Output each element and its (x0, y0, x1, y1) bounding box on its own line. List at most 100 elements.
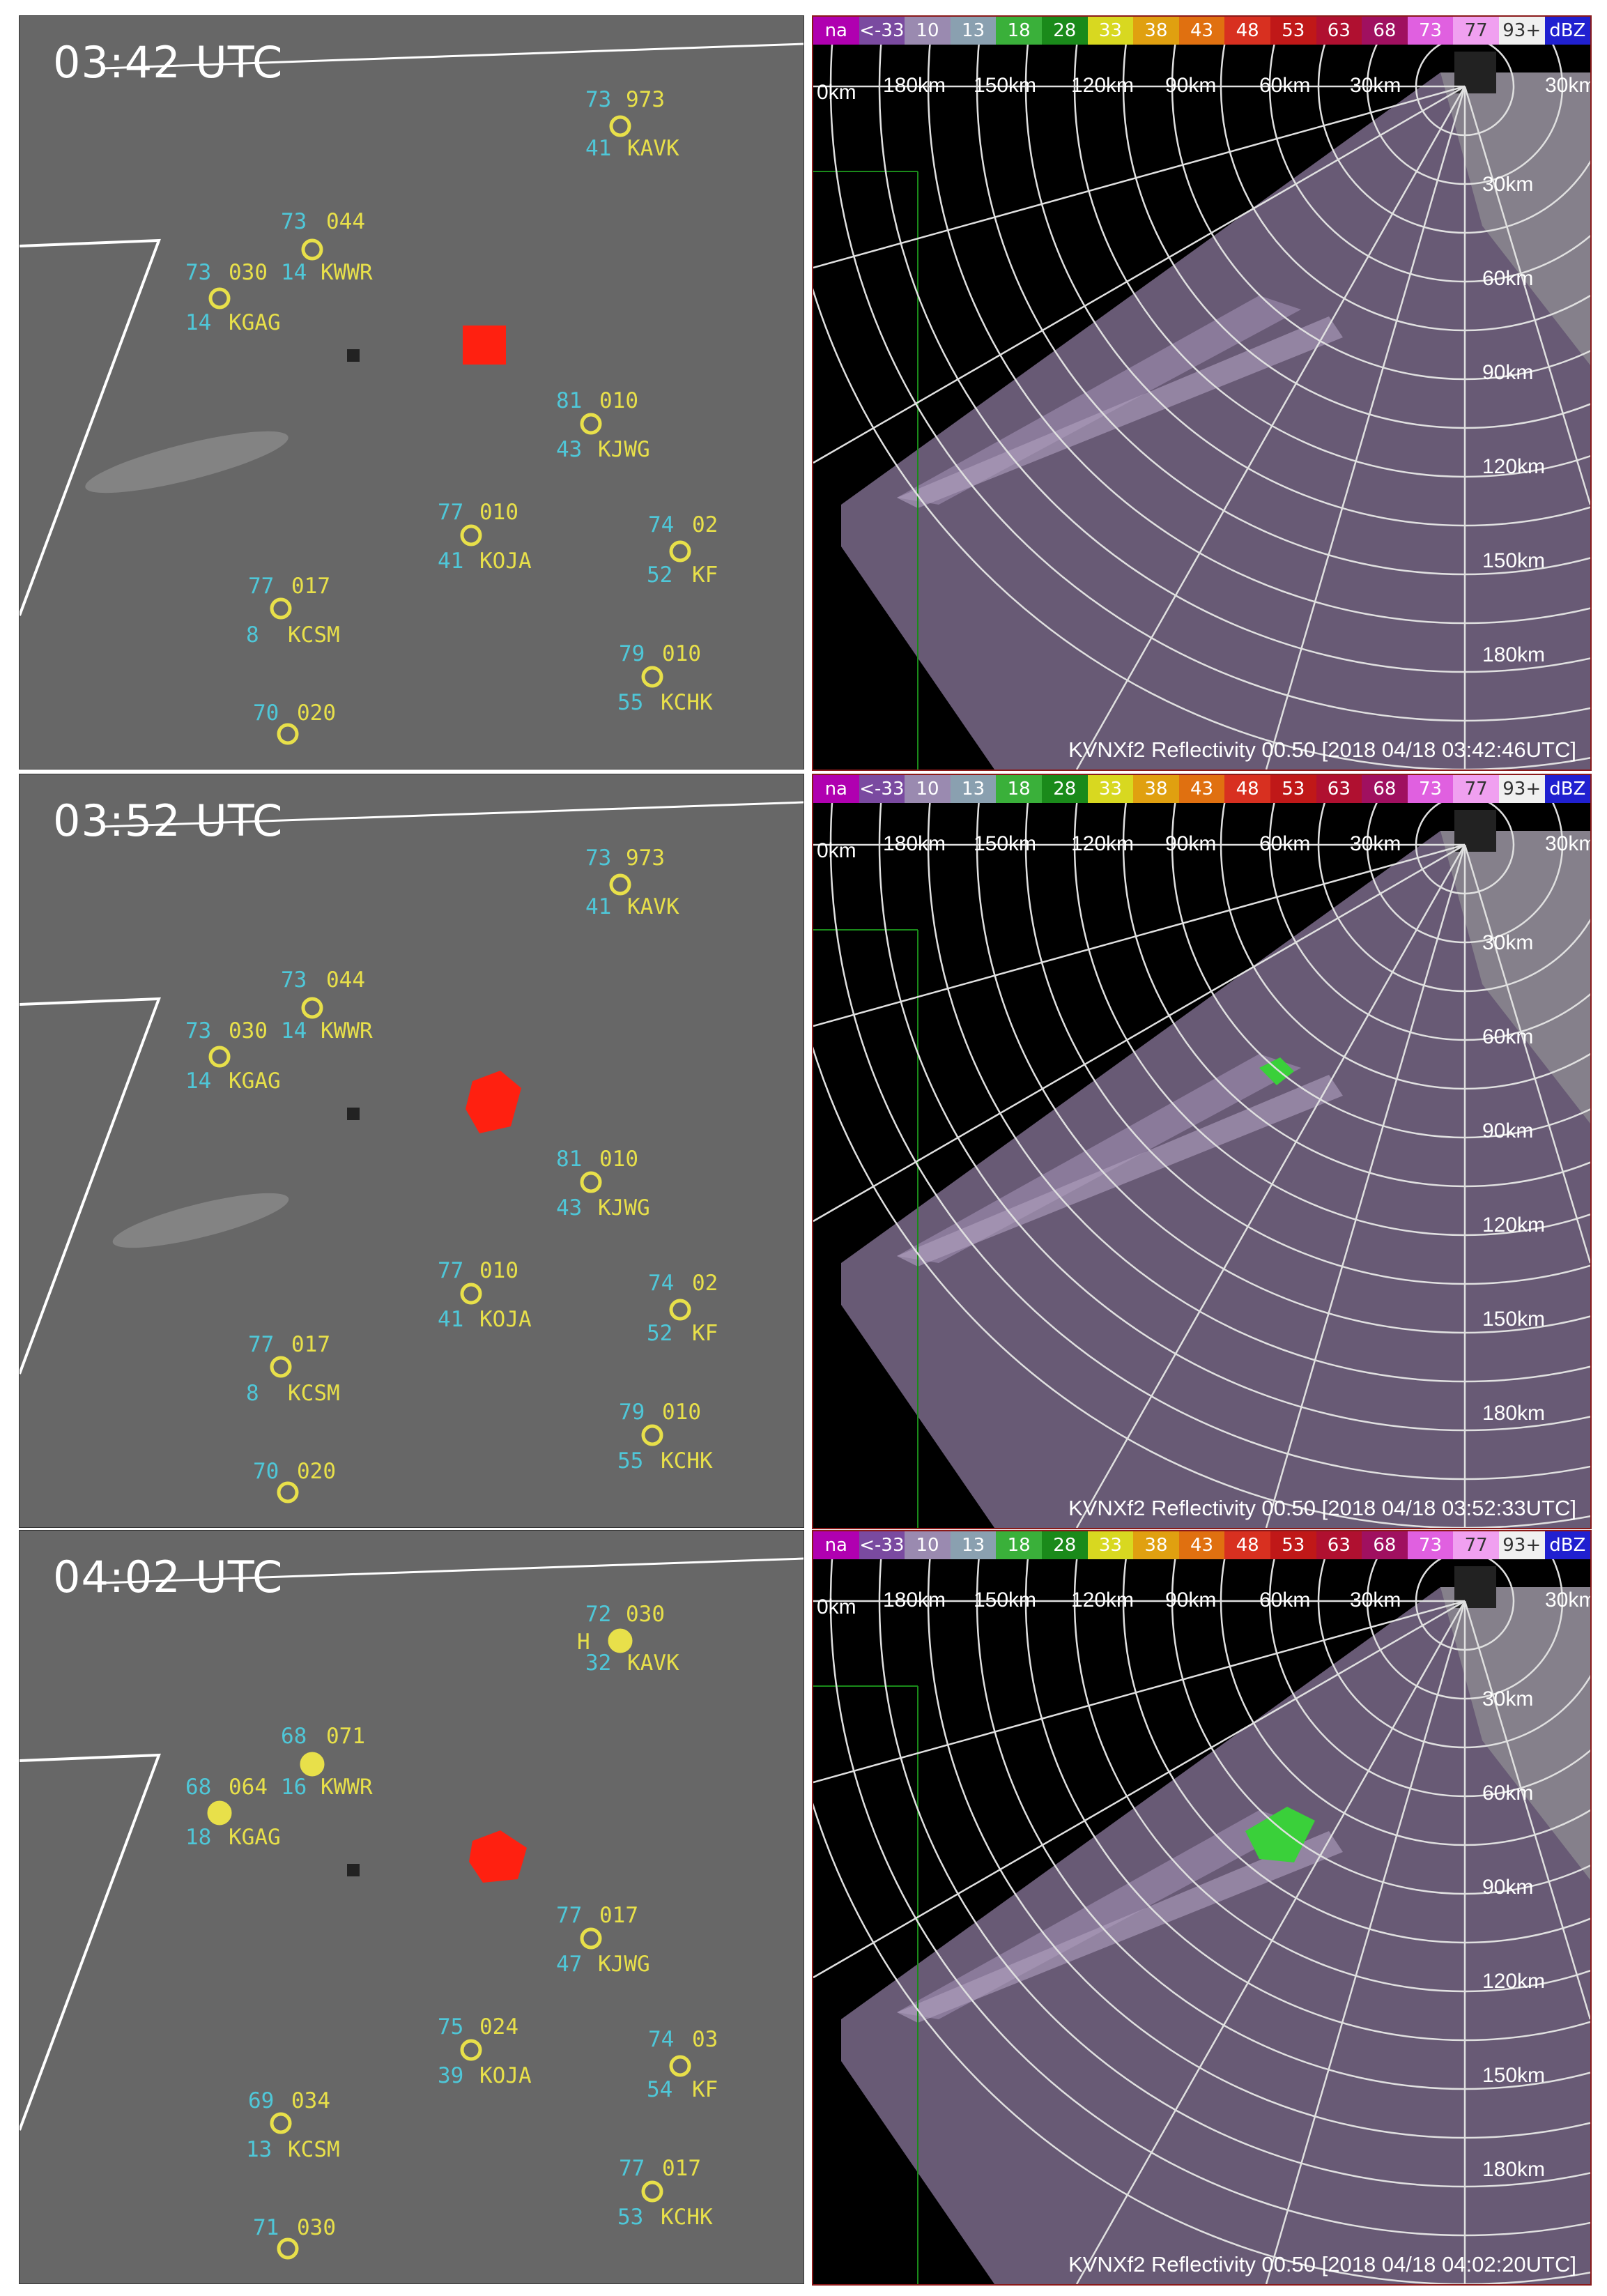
svg-text:150km: 150km (974, 74, 1036, 97)
station-marker-kwwr: 73 044 14 KWWR (281, 209, 373, 285)
svg-text:30km: 30km (1545, 832, 1590, 855)
colorbar-cell: 77 (1453, 1531, 1499, 1559)
station-marker-kcsm: 77 017 8 KCSM (246, 1332, 340, 1406)
svg-text:180km: 180km (883, 832, 946, 855)
svg-text:KWWR: KWWR (321, 260, 373, 285)
station-marker-kavk: 73 973 41 KAVK (585, 845, 679, 919)
satellite-image-panel-1: 73 973 41 KAVK 73 044 14 KWWR 73 030 14 KGAG 81 01… (19, 15, 804, 770)
svg-text:41: 41 (585, 136, 611, 161)
svg-text:30km: 30km (1482, 931, 1533, 954)
radar-svg-1: 0km 180km 150km 120km 90km 60km 30km 30k… (813, 17, 1590, 770)
svg-text:044: 044 (326, 967, 365, 993)
svg-text:180km: 180km (1482, 2158, 1545, 2181)
station-marker-khbr: 71 030 (253, 2215, 336, 2260)
station-marker-koja: 77 010 41 KOJA (438, 500, 532, 574)
colorbar-cell: na (813, 1531, 859, 1559)
svg-text:39: 39 (438, 2063, 463, 2088)
svg-text:73: 73 (281, 967, 307, 993)
svg-text:73: 73 (185, 260, 211, 285)
colorbar-cell: 48 (1224, 775, 1270, 803)
svg-text:030: 030 (229, 1018, 268, 1043)
svg-text:53: 53 (617, 2205, 643, 2230)
colorbar-cell: <-33 (859, 1531, 905, 1559)
satellite-svg-3: 72 030 H32 KAVK 68 071 16 KWWR 68 064 18 KGAG 77 0… (20, 1531, 804, 2283)
station-marker-kgag: 73 030 14 KGAG (185, 1018, 281, 1094)
svg-text:150km: 150km (974, 832, 1036, 855)
station-marker-koja: 75 024 39 KOJA (438, 2014, 532, 2088)
svg-text:KF: KF (692, 1321, 718, 1346)
svg-text:010: 010 (662, 1400, 701, 1425)
reflectivity-color-scale: na <-33 10 13 18 28 33 38 43 48 53 63 68… (813, 17, 1590, 45)
colorbar-cell: 68 (1362, 775, 1408, 803)
svg-text:14: 14 (185, 1069, 211, 1094)
svg-text:77: 77 (438, 500, 463, 525)
radar-svg-2: 0km 180km 150km 120km 90km 60km 30km 30k… (813, 775, 1590, 1528)
station-marker-kavk: 73 973 41 KAVK (585, 87, 679, 161)
satellite-svg-2: 73 973 41 KAVK 73 044 14 KWWR 73 030 14 KGAG 81 01… (20, 774, 804, 1527)
colorbar-cell: 43 (1178, 1531, 1225, 1559)
svg-text:14: 14 (281, 1018, 307, 1043)
colorbar-cell: 13 (950, 775, 997, 803)
svg-text:KOJA: KOJA (479, 549, 532, 574)
svg-text:68: 68 (185, 1775, 211, 1800)
colorbar-cell: 73 (1407, 775, 1454, 803)
svg-text:77: 77 (248, 1332, 274, 1357)
svg-text:30km: 30km (1350, 832, 1401, 855)
colorbar-cell: 33 (1087, 17, 1134, 45)
panel-row-3: 72 030 H 32 KAVK 68 071 16 KWWR 68 064 18 KGAG 77 0… (0, 1530, 1607, 2286)
station-marker-kjwg: 81 010 43 KJWG (556, 1147, 650, 1220)
svg-text:81: 81 (556, 388, 582, 413)
svg-text:30km: 30km (1482, 1687, 1533, 1710)
svg-text:55: 55 (617, 1448, 643, 1474)
svg-text:KAVK: KAVK (627, 136, 679, 161)
svg-text:30km: 30km (1350, 74, 1401, 97)
station-marker-kgag: 68 064 18 KGAG (185, 1775, 281, 1850)
colorbar-cell: 33 (1087, 775, 1134, 803)
svg-text:150km: 150km (1482, 2064, 1545, 2087)
svg-text:60km: 60km (1259, 74, 1310, 97)
satellite-image-panel-2: 73 973 41 KAVK 73 044 14 KWWR 73 030 14 KGAG 81 01… (19, 774, 804, 1528)
svg-text:KCSM: KCSM (288, 1381, 340, 1406)
svg-text:180km: 180km (883, 74, 946, 97)
colorbar-cell: 13 (950, 17, 997, 45)
colorbar-cell: 38 (1133, 17, 1179, 45)
colorbar-cell: 53 (1270, 775, 1316, 803)
svg-text:13: 13 (246, 2137, 272, 2162)
svg-text:120km: 120km (1482, 1214, 1545, 1237)
svg-text:034: 034 (291, 2088, 330, 2113)
colorbar-cell: 28 (1041, 17, 1088, 45)
satellite-image-panel-3: 72 030 H 32 KAVK 68 071 16 KWWR 68 064 18 KGAG 77 0… (19, 1530, 804, 2284)
svg-text:010: 010 (599, 388, 638, 413)
svg-text:020: 020 (297, 701, 336, 726)
svg-text:90km: 90km (1165, 832, 1216, 855)
station-marker-kchk: 79 010 55 KCHK (617, 641, 713, 715)
reflectivity-color-scale: na <-33 10 13 18 28 33 38 43 48 53 63 68… (813, 1531, 1590, 1559)
colorbar-cell: 38 (1133, 1531, 1179, 1559)
radar-caption: KVNXf2 Reflectivity 00.50 [2018 04/18 03… (1068, 1496, 1576, 1520)
svg-text:180km: 180km (1482, 1402, 1545, 1425)
colorbar-cell: 93+ (1498, 1531, 1545, 1559)
station-marker-kcsm: 69 034 13 KCSM (246, 2088, 340, 2162)
colorbar-cell: 10 (905, 1531, 951, 1559)
colorbar-cell: 53 (1270, 1531, 1316, 1559)
radar-image-panel-1: 0km 180km 150km 120km 90km 60km 30km 30k… (812, 15, 1592, 771)
svg-text:60km: 60km (1482, 1782, 1533, 1805)
station-marker-kjwg: 81 010 43 KJWG (556, 388, 650, 462)
panel-row-2: 73 973 41 KAVK 73 044 14 KWWR 73 030 14 KGAG 81 01… (0, 774, 1607, 1529)
svg-text:KAVK: KAVK (627, 894, 679, 919)
svg-text:55: 55 (617, 690, 643, 715)
svg-text:71: 71 (253, 2215, 279, 2240)
svg-text:02: 02 (692, 512, 718, 537)
time-label: 03:42 UTC (53, 37, 284, 88)
colorbar-cell: 73 (1407, 17, 1454, 45)
svg-text:150km: 150km (1482, 1308, 1545, 1331)
svg-text:30km: 30km (1545, 74, 1590, 97)
colorbar-cell: na (813, 17, 859, 45)
svg-text:74: 74 (648, 1271, 674, 1296)
hotspot-marker (463, 326, 506, 365)
svg-text:90km: 90km (1165, 1589, 1216, 1612)
station-marker-kjwg: 77 017 47 KJWG (556, 1903, 650, 1977)
svg-text:044: 044 (326, 209, 365, 234)
colorbar-cell: 18 (996, 775, 1042, 803)
